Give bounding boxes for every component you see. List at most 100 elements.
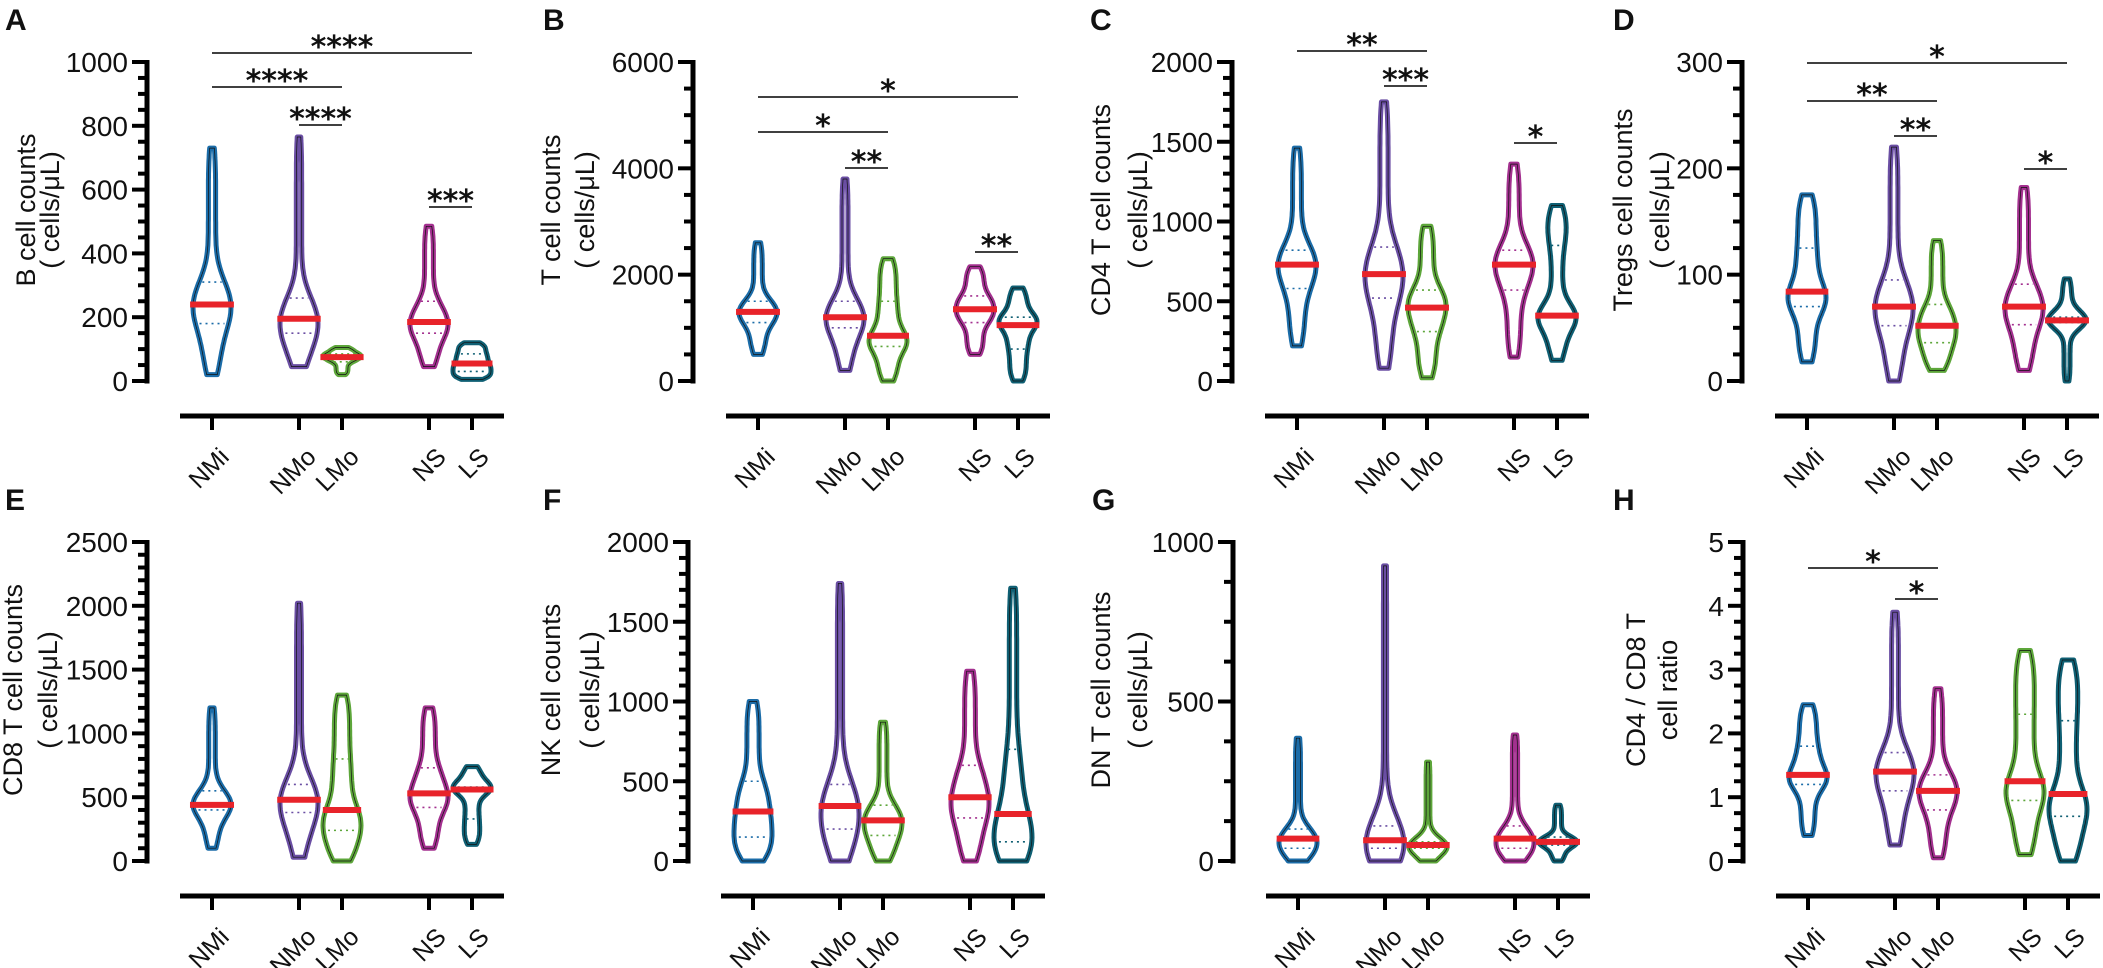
significance-label: * — [1865, 545, 1881, 580]
significance-label: * — [1528, 120, 1544, 155]
violin-lmo — [1406, 759, 1450, 864]
significance-label: * — [1929, 40, 1945, 75]
x-tick-label: NS — [1493, 923, 1537, 967]
violin-nmi — [189, 705, 235, 851]
panel-letter: A — [5, 4, 27, 37]
violin-inner-outline — [452, 342, 492, 380]
violin-shape — [320, 692, 364, 864]
violin-inner-outline — [738, 242, 778, 355]
x-tick-label: LS — [999, 443, 1040, 484]
y-tick-label: 0 — [1198, 846, 1214, 877]
violin-lmo — [1916, 686, 1960, 861]
y-tick-label: 1000 — [1151, 207, 1213, 238]
violin-lmo — [866, 256, 910, 384]
x-tick-label: NMi — [1778, 443, 1829, 494]
violin-shape — [1536, 802, 1580, 864]
panel-letter: H — [1613, 484, 1635, 517]
y-tick-label: 1500 — [1151, 127, 1213, 158]
violin-inner-outline — [279, 136, 319, 367]
y-tick-label: 3 — [1708, 655, 1724, 686]
violin-lmo — [1915, 238, 1959, 373]
violin-shape — [1872, 144, 1916, 384]
y-tick-label: 2000 — [607, 527, 669, 558]
y-tick-label: 800 — [81, 111, 128, 142]
y-axis-title: CD8 T cell counts — [0, 584, 28, 796]
y-tick-label: 500 — [1166, 286, 1213, 317]
y-tick-label: 1 — [1708, 782, 1724, 813]
violin-nmi — [190, 145, 234, 378]
violin-inner-outline — [322, 347, 362, 375]
panel-letter: C — [1090, 4, 1112, 37]
violin-inner-outline — [1408, 761, 1448, 862]
x-tick-label: NMo — [811, 443, 868, 500]
y-tick-label: 2500 — [66, 527, 128, 558]
violin-nmi — [1275, 145, 1319, 349]
violin-ls — [1536, 802, 1580, 864]
violin-nmi — [1785, 192, 1829, 365]
violin-inner-outline — [993, 587, 1033, 862]
violin-ls — [991, 585, 1035, 864]
panel-letter: E — [5, 484, 25, 517]
x-tick-label: LS — [994, 923, 1035, 964]
violin-shape — [2046, 657, 2090, 864]
y-axis-title: CD4 T cell counts — [1086, 104, 1116, 316]
significance-label: ** — [1900, 113, 1932, 148]
x-tick-label: LS — [2048, 443, 2089, 484]
violin-nmo — [277, 134, 321, 370]
violin-shape — [823, 176, 867, 373]
violin-nmo — [1872, 144, 1916, 384]
y-tick-label: 0 — [1197, 366, 1213, 397]
violin-nmi — [731, 699, 775, 864]
violin-shape — [861, 719, 905, 864]
violin-shape — [190, 705, 234, 851]
violin-shape — [277, 600, 321, 860]
y-tick-label: 500 — [1167, 687, 1214, 718]
violin-inner-outline — [1365, 565, 1405, 862]
x-tick-label: NS — [407, 443, 451, 487]
y-axis-title: ( cells/μL) — [35, 151, 65, 269]
y-tick-label: 1500 — [607, 607, 669, 638]
violin-shape — [1275, 145, 1319, 349]
violin-lmo — [320, 345, 364, 378]
violin-inner-outline — [409, 707, 449, 849]
x-tick-label: NS — [1492, 443, 1536, 487]
significance-label: * — [2038, 146, 2054, 181]
panel-g: G 0 500 1000 DN T cell counts( cells/μL) NMi N… — [1086, 484, 1590, 968]
violin-nmi — [1276, 735, 1320, 864]
violin-inner-outline — [868, 258, 908, 382]
y-axis-title: T cell counts — [536, 134, 566, 285]
violin-nmo — [277, 600, 321, 860]
violin-inner-outline — [998, 287, 1038, 382]
significance-label: ** — [1856, 78, 1888, 113]
panel-e: E 0 500 1000 1500 2000 2500 CD8 T cell counts( … — [0, 484, 504, 968]
violin-nmo — [1363, 563, 1407, 864]
violin-shape — [1363, 563, 1407, 864]
panel-letter: B — [543, 4, 565, 37]
y-tick-label: 2000 — [612, 260, 674, 291]
violin-inner-outline — [192, 147, 232, 375]
y-axis-title: ( cells/μL) — [575, 631, 605, 749]
panel-b: B 0 2000 4000 6000 T cell counts( cells/μL) NM… — [536, 4, 1050, 500]
violin-inner-outline — [1495, 734, 1535, 862]
violin-shape — [1535, 203, 1579, 363]
violin-inner-outline — [1278, 737, 1318, 862]
significance-label: * — [1909, 576, 1925, 611]
violin-inner-outline — [1788, 704, 1828, 836]
violin-ls — [450, 340, 494, 382]
violin-shape — [1362, 99, 1406, 371]
violin-shape — [450, 764, 494, 847]
y-tick-label: 200 — [81, 302, 128, 333]
x-tick-label: NMi — [183, 443, 234, 494]
violin-nmo — [818, 581, 862, 864]
y-tick-label: 0 — [1708, 846, 1724, 877]
y-axis-title: B cell counts — [11, 133, 41, 286]
x-tick-label: NMo — [265, 443, 322, 500]
panel-letter: D — [1613, 4, 1635, 37]
violin-shape — [2002, 185, 2046, 373]
violin-ns — [1493, 732, 1537, 864]
y-tick-label: 400 — [81, 238, 128, 269]
x-tick-label: NMi — [1268, 443, 1319, 494]
violin-shape — [1492, 161, 1536, 360]
significance-label: *** — [1382, 63, 1429, 98]
